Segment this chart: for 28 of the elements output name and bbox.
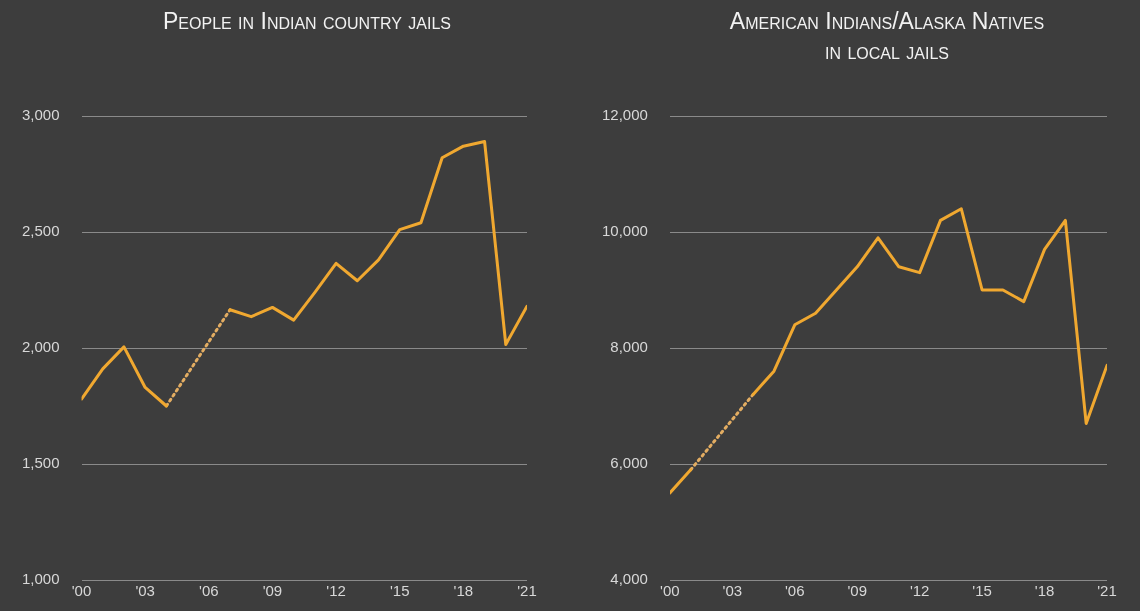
x-tick-label: '12: [909, 582, 930, 600]
x-tick-label: '06: [784, 582, 805, 600]
y-tick-label: 3,000: [21, 106, 60, 124]
x-tick-label: '09: [847, 582, 867, 600]
x-tick-label: '12: [326, 582, 346, 600]
chart-title: People in Indian country jails: [162, 7, 452, 36]
x-tick-label: '15: [389, 582, 410, 600]
x-tick-label: '03: [722, 582, 743, 600]
x-tick-label: '09: [262, 582, 283, 600]
x-tick-label: '00: [71, 582, 92, 600]
x-tick-label: '21: [1097, 582, 1117, 600]
y-tick-label: 6,000: [610, 454, 648, 472]
y-tick-label: 1,000: [21, 570, 60, 588]
x-tick-label: '21: [517, 582, 537, 600]
y-tick-label: 2,500: [21, 222, 60, 240]
chart-title: American Indians/Alaska Natives in local jails: [728, 7, 1046, 66]
y-tick-label: 2,000: [21, 338, 60, 356]
y-tick-label: 12,000: [601, 106, 648, 124]
x-tick-label: '18: [453, 582, 474, 600]
x-tick-label: '03: [135, 582, 155, 600]
x-tick-label: '06: [199, 582, 219, 600]
x-tick-label: '18: [1034, 582, 1055, 600]
x-tick-label: '15: [972, 582, 992, 600]
y-tick-label: 1,500: [21, 454, 60, 472]
y-tick-label: 8,000: [610, 338, 648, 356]
y-tick-label: 10,000: [601, 222, 648, 240]
x-tick-label: '00: [660, 582, 680, 600]
y-tick-label: 4,000: [610, 570, 648, 588]
